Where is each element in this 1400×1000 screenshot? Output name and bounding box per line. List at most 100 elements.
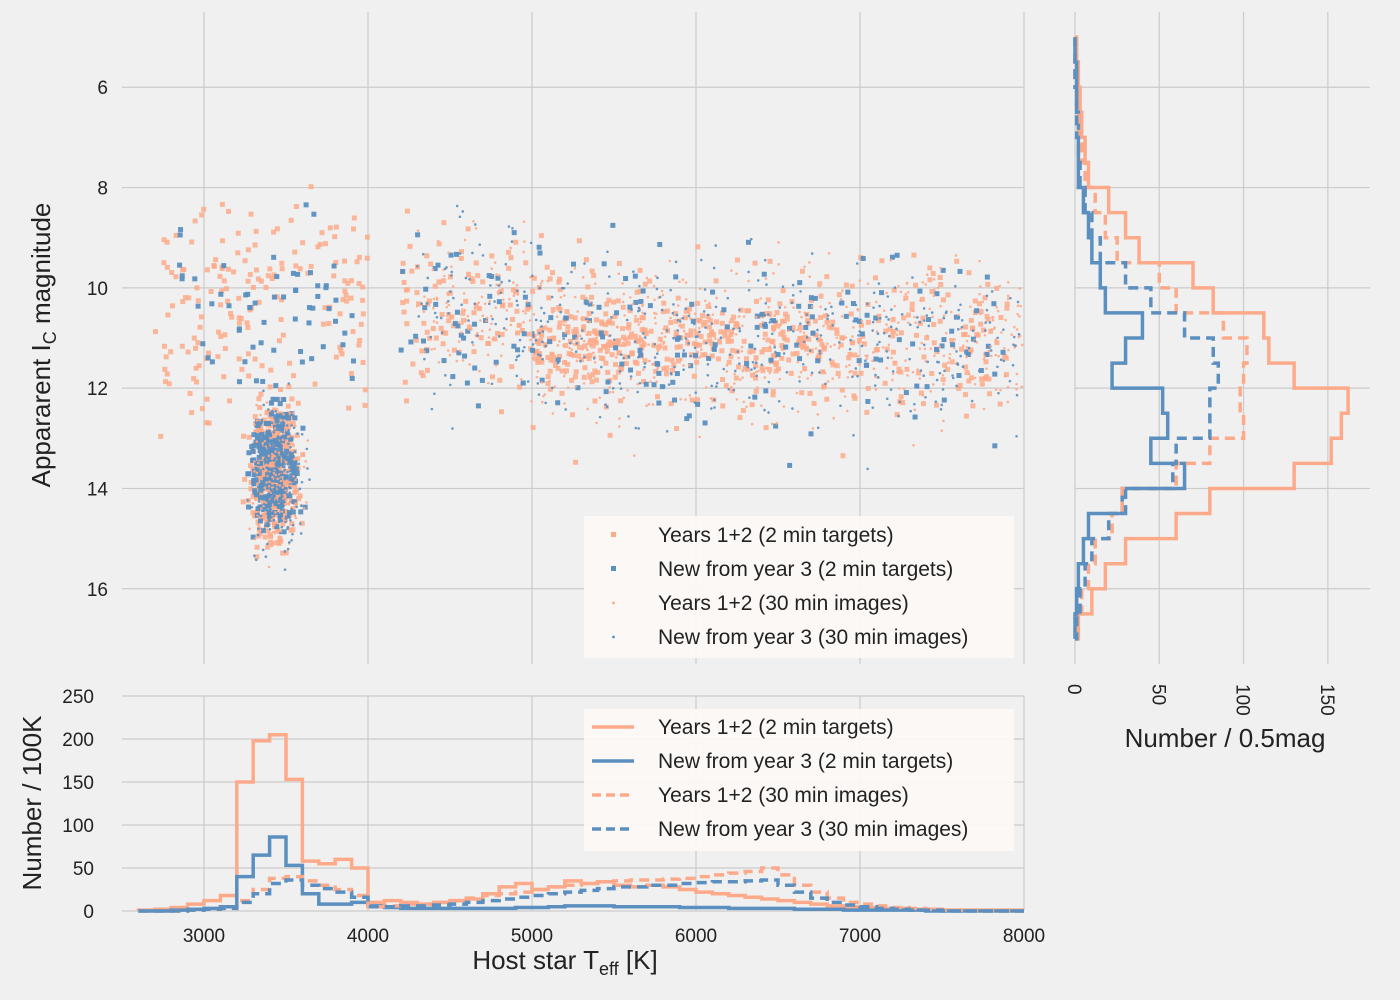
scatter-point-y3-30min: [536, 382, 540, 385]
scatter-point-y12-30min: [858, 325, 862, 328]
scatter-point-y3-2min: [464, 380, 470, 386]
scatter-point-y3-30min: [541, 330, 545, 333]
scatter-point-y12-30min: [273, 530, 277, 534]
scatter-point-y12-2min: [555, 365, 561, 371]
scatter-point-y12-2min: [858, 322, 864, 328]
scatter-point-y12-30min: [723, 289, 727, 293]
scatter-point-y3-30min: [286, 495, 289, 499]
scatter-point-y3-30min: [826, 314, 830, 317]
scatter-point-y12-2min: [189, 239, 195, 245]
scatter-point-y12-2min: [211, 263, 217, 269]
scatter-point-y12-2min: [605, 342, 611, 348]
scatter-point-y3-30min: [665, 430, 669, 433]
scatter-point-y12-2min: [536, 354, 542, 360]
scatter-point-y3-2min: [250, 534, 256, 540]
scatter-point-y3-30min: [939, 408, 943, 411]
scatter-point-y3-30min: [273, 477, 277, 481]
scatter-point-y12-30min: [728, 321, 732, 324]
scatter-point-y3-30min: [738, 362, 741, 365]
scatter-point-y3-30min: [613, 338, 616, 341]
scatter-point-y3-2min: [452, 320, 458, 326]
scatter-point-y12-2min: [802, 366, 808, 372]
scatter-point-y12-2min: [753, 388, 759, 394]
scatter-point-y12-30min: [638, 335, 642, 338]
scatter-point-y12-30min: [975, 341, 979, 344]
teff-legend-box: [584, 709, 1014, 851]
scatter-point-y3-30min: [872, 291, 876, 295]
scatter-point-y12-2min: [572, 374, 578, 380]
scatter-point-y12-30min: [539, 282, 543, 285]
scatter-point-y12-30min: [541, 400, 544, 404]
scatter-point-y3-30min: [520, 382, 524, 385]
scatter-point-y12-2min: [602, 330, 608, 336]
scatter-point-y12-2min: [753, 298, 759, 304]
scatter-point-y12-30min: [596, 340, 599, 344]
scatter-point-y12-30min: [530, 400, 533, 403]
scatter-point-y12-30min: [889, 258, 893, 262]
scatter-point-y3-30min: [912, 343, 916, 346]
scatter-point-y3-2min: [290, 270, 296, 276]
scatter-point-y12-2min: [591, 337, 597, 343]
scatter-point-y3-30min: [927, 324, 931, 328]
scatter-point-y3-30min: [279, 473, 283, 476]
scatter-point-y12-2min: [606, 297, 612, 303]
scatter-point-y12-2min: [927, 277, 933, 283]
scatter-point-y12-2min: [975, 332, 981, 338]
scatter-point-y12-2min: [956, 385, 962, 391]
scatter-point-y3-2min: [889, 254, 895, 260]
scatter-point-y3-2min: [307, 270, 313, 276]
scatter-point-y12-30min: [885, 323, 888, 326]
scatter-point-y12-30min: [775, 422, 779, 425]
scatter-point-y3-30min: [767, 313, 770, 316]
scatter-point-y12-2min: [350, 329, 356, 335]
scatter-point-y12-30min: [931, 315, 934, 319]
scatter-point-y3-30min: [656, 352, 659, 355]
scatter-point-y3-30min: [493, 300, 496, 303]
scatter-point-y3-2min: [256, 440, 262, 446]
scatter-point-y12-2min: [169, 303, 175, 309]
scatter-point-y3-30min: [682, 368, 685, 371]
scatter-point-y12-2min: [547, 276, 553, 282]
scatter-point-y12-2min: [770, 389, 776, 395]
scatter-point-y12-2min: [587, 352, 593, 358]
scatter-point-y12-30min: [522, 320, 525, 324]
scatter-legend-label: Years 1+2 (2 min targets): [658, 524, 894, 547]
scatter-point-y12-30min: [899, 290, 903, 294]
scatter-point-y3-30min: [423, 357, 426, 361]
scatter-point-y12-2min: [761, 347, 767, 353]
scatter-point-y12-2min: [164, 264, 170, 270]
scatter-point-y3-30min: [687, 341, 690, 345]
scatter-point-y12-30min: [481, 314, 485, 318]
scatter-point-y3-2min: [277, 513, 283, 519]
scatter-point-y12-2min: [183, 295, 189, 301]
scatter-point-y12-30min: [779, 323, 783, 327]
scatter-point-y12-2min: [586, 356, 592, 362]
scatter-point-y3-30min: [763, 258, 767, 262]
scatter-point-y12-30min: [734, 332, 738, 336]
scatter-point-y12-2min: [603, 360, 609, 366]
scatter-point-y12-2min: [1002, 353, 1008, 359]
scatter-point-y12-2min: [161, 237, 167, 243]
scatter-point-y12-2min: [564, 309, 570, 315]
scatter-point-y12-2min: [192, 218, 198, 224]
scatter-point-y12-30min: [278, 494, 281, 497]
scatter-point-y12-30min: [918, 377, 921, 380]
scatter-point-y3-30min: [891, 370, 895, 373]
scatter-point-y12-30min: [1006, 400, 1010, 404]
scatter-point-y12-2min: [661, 366, 667, 372]
scatter-point-y3-2min: [251, 472, 257, 478]
scatter-point-y12-30min: [459, 349, 462, 353]
scatter-point-y3-2min: [280, 421, 286, 427]
scatter-point-y12-30min: [490, 267, 494, 270]
scatter-point-y12-2min: [424, 329, 430, 335]
scatter-point-y12-30min: [823, 371, 827, 375]
scatter-point-y3-30min: [985, 294, 989, 298]
scatter-point-y12-2min: [834, 330, 840, 336]
scatter-point-y12-2min: [983, 359, 989, 365]
scatter-point-y3-30min: [517, 354, 521, 357]
scatter-point-y12-2min: [473, 302, 479, 308]
scatter-point-y12-2min: [590, 343, 596, 349]
scatter-point-y3-30min: [262, 502, 266, 506]
scatter-point-y3-2min: [762, 323, 768, 329]
